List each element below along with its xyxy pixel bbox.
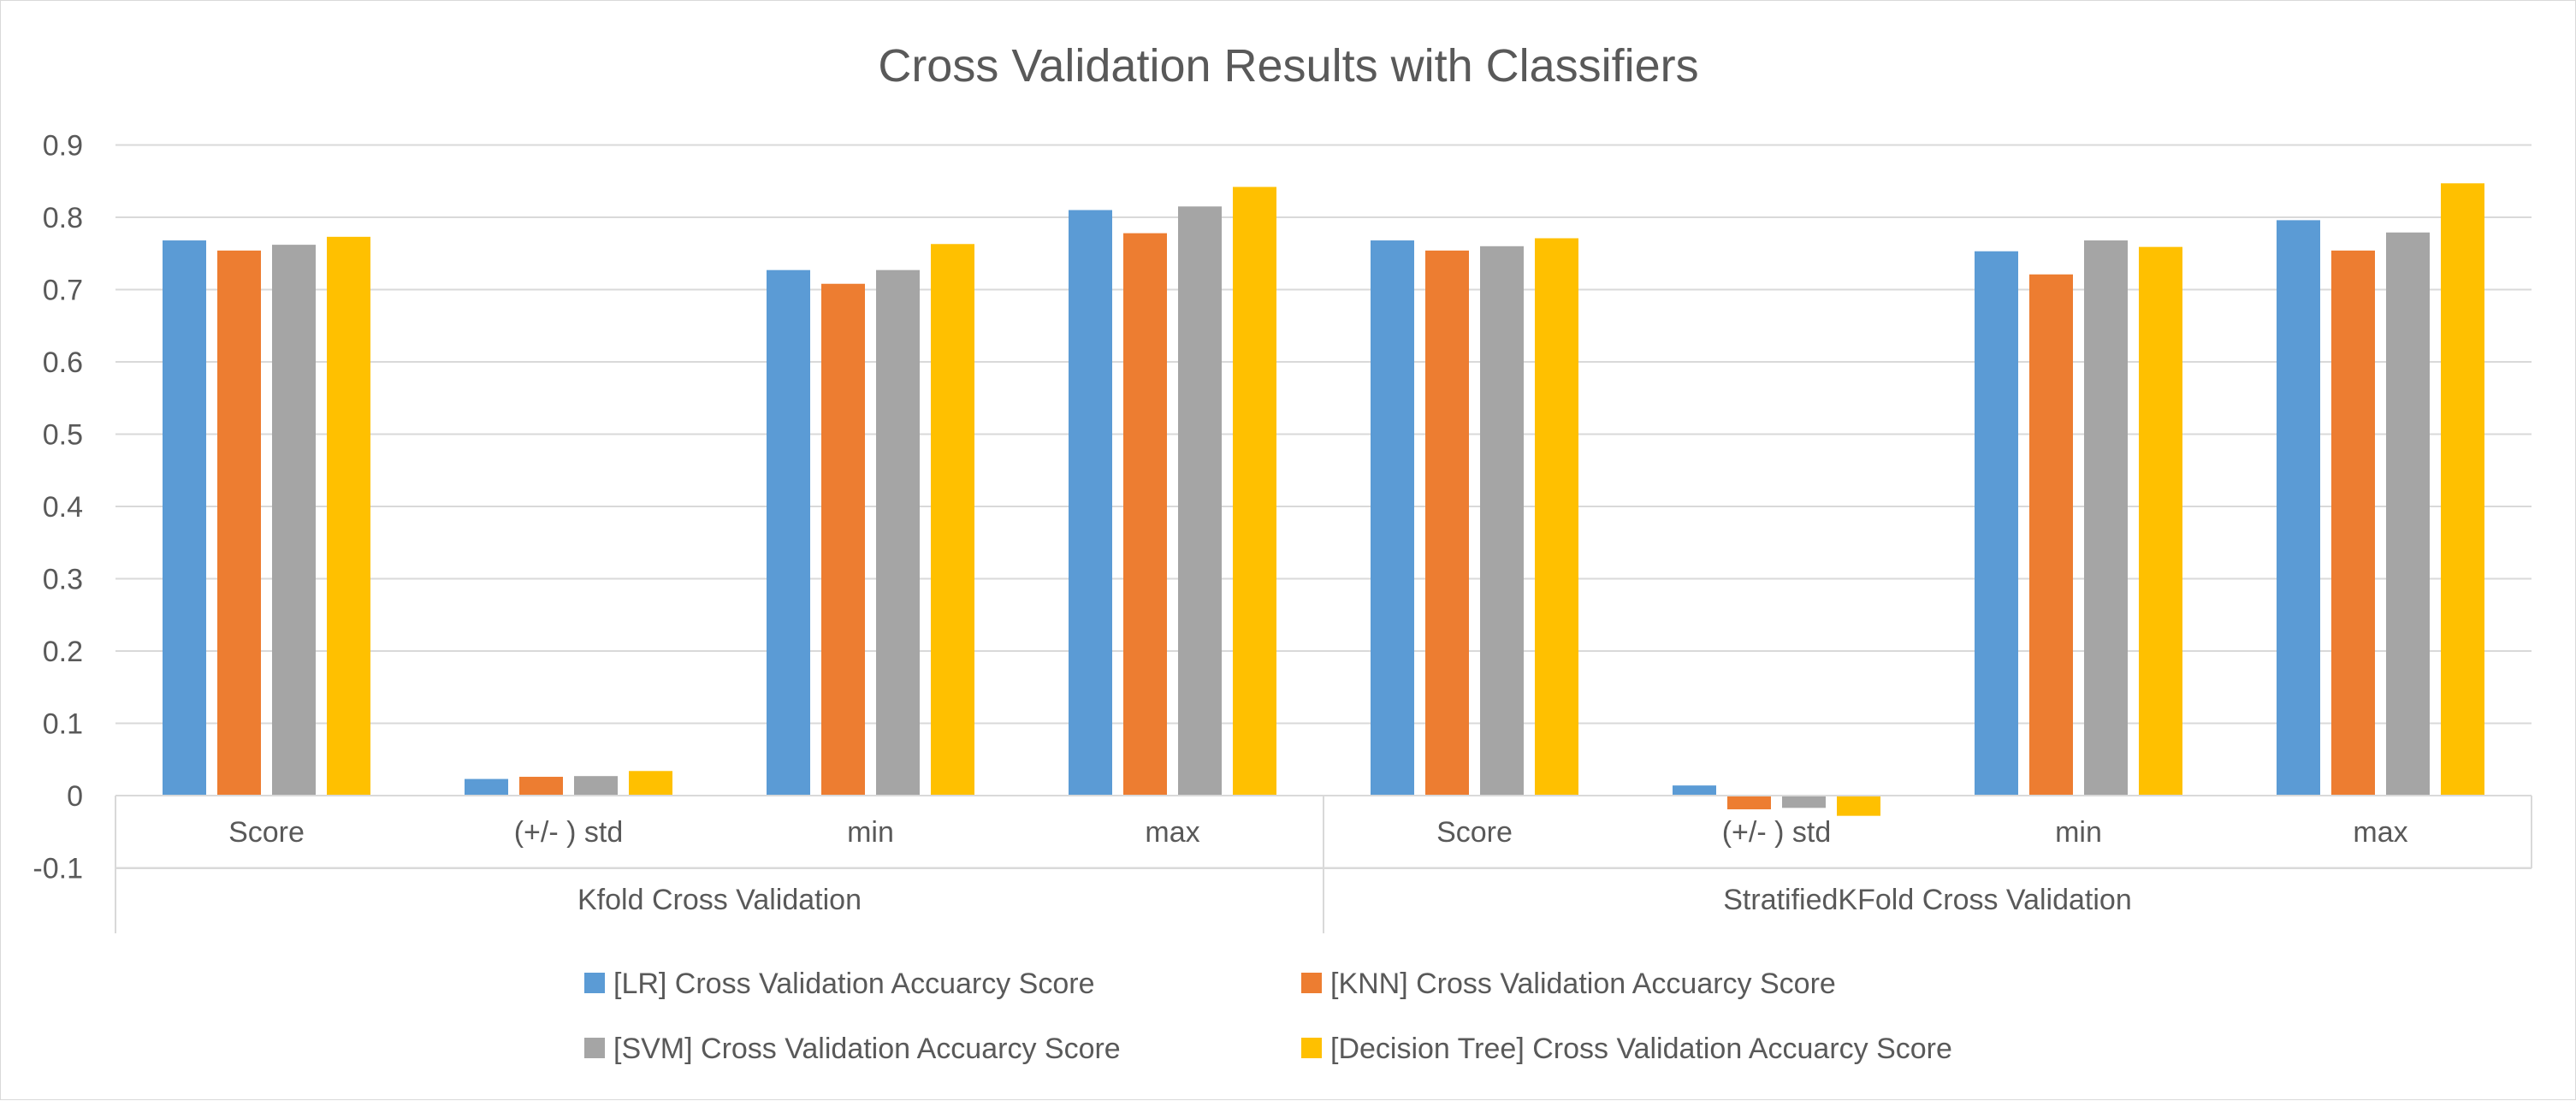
y-tick-label: 0.1 (43, 708, 83, 741)
y-tick-label: 0.5 (43, 419, 83, 452)
bar (1480, 246, 1524, 796)
category-label: min (847, 816, 894, 849)
legend-swatch (584, 1038, 605, 1058)
bar (519, 777, 563, 796)
category-label: min (2055, 816, 2102, 849)
legend-label: [SVM] Cross Validation Accuarcy Score (613, 1033, 1121, 1065)
category-label: Score (1436, 816, 1513, 849)
group-label: StratifiedKFold Cross Validation (1723, 884, 2131, 916)
category-label: (+/- ) std (514, 816, 624, 849)
legend-label: [LR] Cross Validation Accuarcy Score (613, 968, 1095, 1000)
bar (1069, 210, 1112, 796)
y-axis-tick-labels: -0.1 0 0.1 0.2 0.3 0.4 0.5 0.6 0.7 0.8 0.9 (33, 130, 83, 885)
category-axis: Score (+/- ) std min max Score (+/- ) std min m… (115, 795, 2532, 933)
bar (1123, 233, 1167, 796)
category-label: max (1145, 816, 1199, 849)
bar (1727, 796, 1771, 810)
chart-title: Cross Validation Results with Classifier… (878, 40, 1698, 92)
bar (876, 269, 920, 796)
y-tick-label: 0.2 (43, 636, 83, 668)
legend-swatch (584, 973, 605, 993)
bar (821, 283, 865, 796)
y-tick-label: 0.3 (43, 564, 83, 596)
y-tick-label: 0.7 (43, 275, 83, 307)
legend-item: [Decision Tree] Cross Validation Accuarc… (1301, 1033, 1952, 1065)
y-tick-label: 0.4 (43, 491, 83, 524)
legend-label: [Decision Tree] Cross Validation Accuarc… (1330, 1033, 1952, 1065)
y-tick-label: 0.9 (43, 130, 83, 163)
bar (1178, 206, 1222, 796)
bar (465, 778, 508, 796)
bar (629, 771, 672, 796)
bar (2084, 240, 2128, 796)
y-tick-label: 0 (67, 780, 83, 813)
bar (327, 236, 370, 796)
bar (1233, 186, 1276, 796)
bars (163, 183, 2484, 816)
bar (574, 776, 618, 796)
y-tick-label: 0.8 (43, 202, 83, 234)
bar (1535, 238, 1578, 796)
bar (767, 269, 810, 796)
legend-item: [SVM] Cross Validation Accuarcy Score (584, 1033, 1121, 1065)
bar (2029, 274, 2073, 796)
bar (2441, 183, 2484, 796)
group-label: Kfold Cross Validation (577, 884, 862, 916)
legend: [LR] Cross Validation Accuarcy Score [KNN… (584, 968, 1952, 1065)
legend-label: [KNN] Cross Validation Accuarcy Score (1330, 968, 1836, 1000)
legend-item: [LR] Cross Validation Accuarcy Score (584, 968, 1095, 1000)
bar (1975, 251, 2018, 796)
legend-swatch (1301, 1038, 1322, 1058)
category-label: Score (228, 816, 305, 849)
category-label: max (2353, 816, 2407, 849)
bar (2277, 220, 2320, 796)
bar (272, 245, 316, 796)
bar (2139, 246, 2182, 796)
bar (1782, 796, 1826, 808)
bar (1371, 240, 1414, 796)
bar (2331, 250, 2375, 796)
bar (1673, 785, 1716, 796)
y-tick-label: -0.1 (33, 853, 83, 885)
legend-item: [KNN] Cross Validation Accuarcy Score (1301, 968, 1836, 1000)
legend-swatch (1301, 973, 1322, 993)
bar (1837, 796, 1880, 816)
bar (217, 250, 261, 796)
bar (931, 244, 974, 796)
y-tick-label: 0.6 (43, 346, 83, 379)
bar (1425, 250, 1469, 796)
category-label: (+/- ) std (1722, 816, 1832, 849)
bar (163, 240, 206, 796)
bar (2386, 232, 2430, 796)
